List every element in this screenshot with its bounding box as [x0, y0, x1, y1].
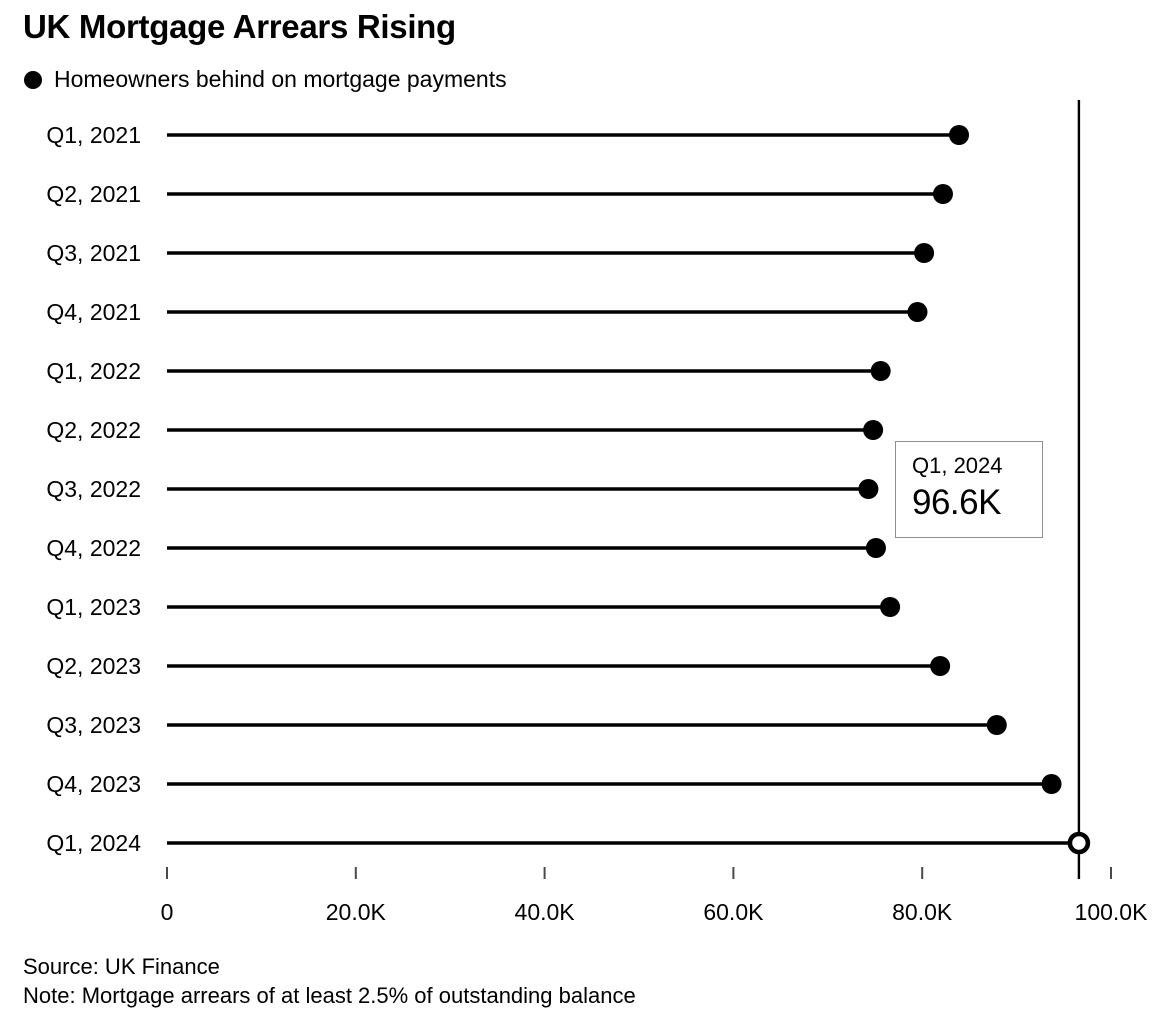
lollipop-dot [932, 184, 953, 204]
annotation-box: Q1, 2024 96.6K [895, 441, 1043, 538]
category-label: Q1, 2022 [46, 358, 141, 384]
lollipop-dot [914, 243, 935, 263]
chart-title: UK Mortgage Arrears Rising [23, 8, 456, 45]
category-label: Q3, 2023 [46, 712, 141, 738]
lollipop-dot [1041, 774, 1062, 794]
category-label: Q4, 2022 [46, 535, 141, 561]
x-axis-tick-label: 100.0K [1075, 899, 1149, 925]
x-axis-tick-label: 60.0K [703, 899, 764, 925]
lollipop-dot-current [1067, 831, 1091, 855]
lollipop-dot [870, 361, 891, 381]
annotation-value: 96.6K [912, 483, 1001, 522]
category-label: Q1, 2024 [46, 830, 141, 856]
category-label: Q2, 2023 [46, 653, 141, 679]
category-label: Q2, 2021 [46, 181, 141, 207]
category-label: Q2, 2022 [46, 417, 141, 443]
note-text: Note: Mortgage arrears of at least 2.5% … [23, 983, 636, 1008]
lollipop-dot [863, 420, 884, 440]
lollipop-dot [949, 125, 970, 145]
lollipop-dot [880, 597, 901, 617]
x-axis-tick-label: 40.0K [515, 899, 576, 925]
legend: Homeowners behind on mortgage payments [24, 66, 507, 93]
source-text: Source: UK Finance [23, 954, 220, 979]
category-label: Q3, 2021 [46, 240, 141, 266]
lollipop-dot [907, 302, 928, 322]
x-axis-tick-label: 80.0K [892, 899, 953, 925]
x-axis-tick-label: 0 [161, 899, 174, 925]
lollipop-dot [865, 538, 886, 558]
category-label: Q4, 2021 [46, 299, 141, 325]
annotation-category: Q1, 2024 [912, 453, 1003, 478]
footnotes: Source: UK Finance Note: Mortgage arrear… [23, 952, 636, 1010]
category-label: Q3, 2022 [46, 476, 141, 502]
legend-label: Homeowners behind on mortgage payments [54, 66, 507, 92]
x-axis-tick-label: 20.0K [326, 899, 387, 925]
lollipop-dot [986, 715, 1007, 735]
category-label: Q4, 2023 [46, 771, 141, 797]
lollipop-dot [858, 479, 879, 499]
legend-dot-icon [24, 70, 42, 89]
category-label: Q1, 2021 [46, 122, 141, 148]
category-label: Q1, 2023 [46, 594, 141, 620]
lollipop-dot [930, 656, 951, 676]
